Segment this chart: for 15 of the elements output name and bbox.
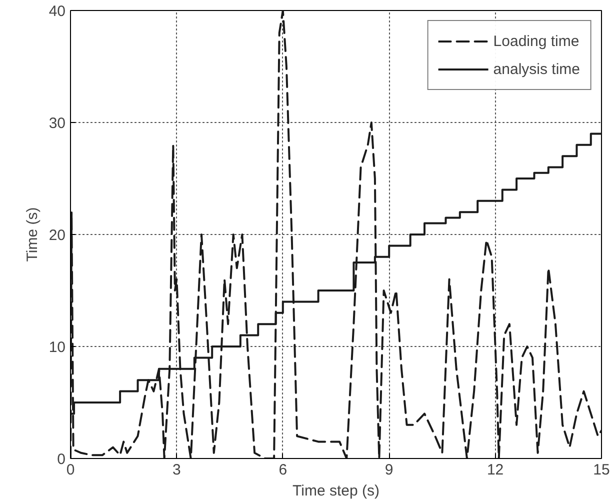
y-tick-label: 10 [48, 339, 66, 356]
x-axis-title: Time step (s) [292, 482, 380, 500]
y-tick-label: 40 [48, 3, 66, 20]
y-tick-label: 20 [48, 227, 66, 244]
legend-label: Loading time [493, 32, 580, 50]
x-tick-label: 12 [486, 462, 504, 478]
y-tick-label: 30 [48, 115, 66, 132]
x-tick-label: 9 [384, 462, 394, 478]
legend-label: analysis time [493, 60, 580, 78]
y-tick-label: 0 [57, 451, 66, 468]
x-tick-label: 6 [278, 462, 288, 478]
y-axis-title: Time (s) [24, 207, 41, 262]
x-tick-label: 15 [593, 462, 610, 478]
line-series [70, 10, 602, 458]
x-tick-label: 3 [172, 462, 181, 478]
